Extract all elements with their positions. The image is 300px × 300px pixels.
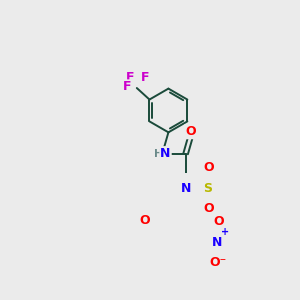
Text: O: O	[213, 215, 224, 228]
Text: O: O	[185, 125, 196, 138]
Text: N: N	[212, 236, 223, 249]
Text: N: N	[181, 182, 191, 195]
Text: +: +	[221, 227, 230, 237]
Text: O⁻: O⁻	[210, 256, 227, 269]
Text: H: H	[154, 148, 162, 159]
Text: O: O	[140, 214, 150, 227]
Text: N: N	[160, 147, 171, 160]
Text: F: F	[141, 71, 149, 84]
Text: S: S	[203, 182, 212, 195]
Text: O: O	[203, 161, 214, 174]
Text: F: F	[123, 80, 132, 93]
Text: O: O	[203, 202, 214, 215]
Text: F: F	[126, 71, 134, 84]
